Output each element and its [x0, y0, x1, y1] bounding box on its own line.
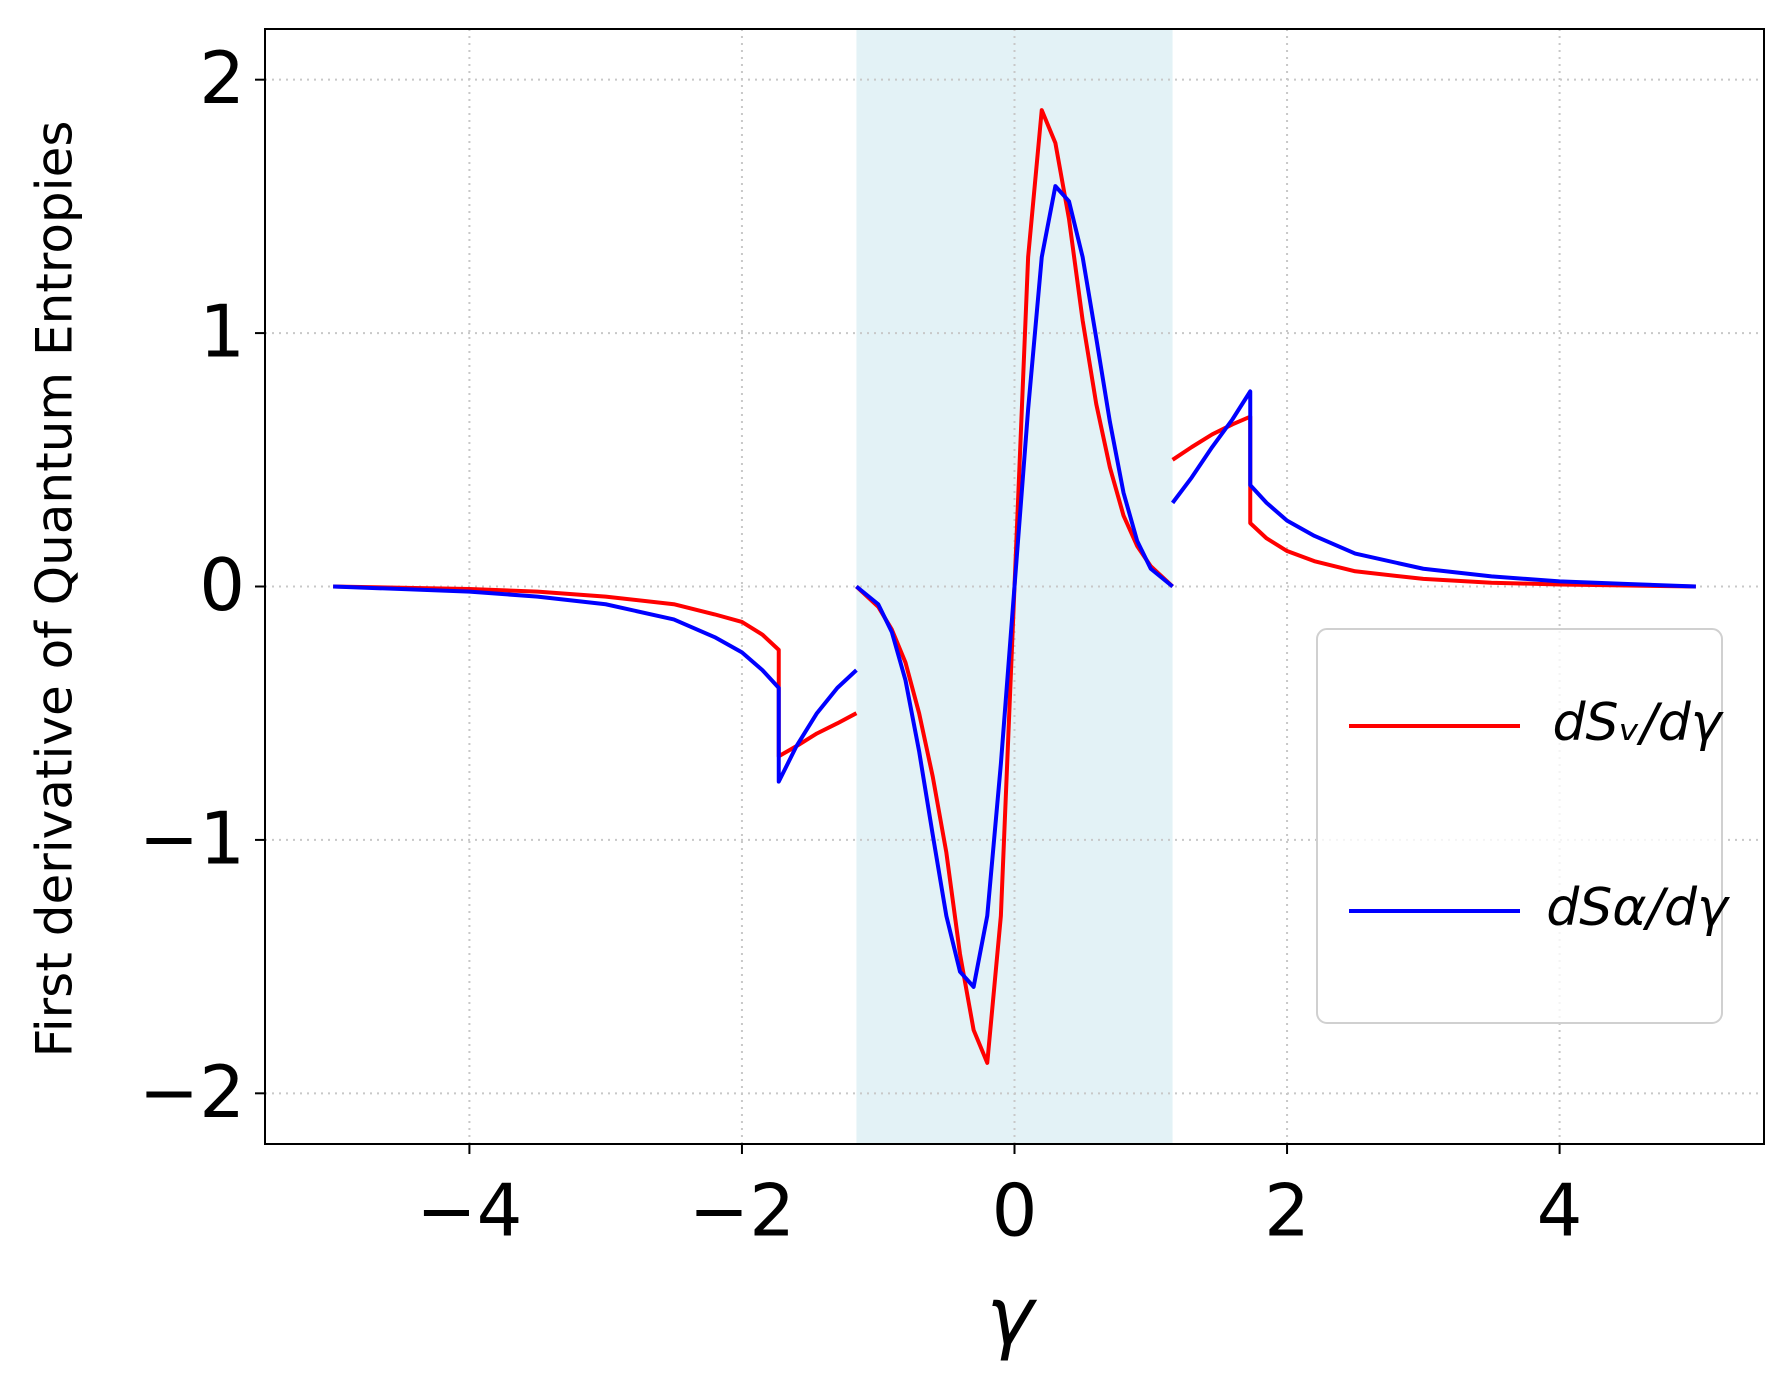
y-tick-label: 1: [199, 290, 245, 374]
y-tick-label: 0: [199, 543, 245, 627]
x-tick-label: 0: [992, 1169, 1038, 1253]
legend-label: dSα/dγ: [1546, 878, 1731, 938]
legend: dSᵥ/dγ dSα/dγ: [1316, 628, 1731, 1024]
y-tick-label: 2: [199, 36, 245, 120]
legend-box: [1316, 628, 1723, 1024]
y-tick-label: −1: [139, 796, 245, 880]
y-axis-label: First derivative of Quantum Entropies: [26, 121, 84, 1058]
x-tick-label: 4: [1537, 1169, 1583, 1253]
plot-frame: [264, 28, 1765, 1145]
data-line: [333, 184, 1696, 989]
x-tick-label: −2: [689, 1169, 795, 1253]
x-tick-label: 2: [1264, 1169, 1310, 1253]
x-axis-label: γ: [986, 1270, 1037, 1363]
x-tick-label: −4: [416, 1169, 522, 1253]
legend-label: dSᵥ/dγ: [1553, 693, 1725, 753]
y-tick-label: −2: [139, 1050, 245, 1134]
